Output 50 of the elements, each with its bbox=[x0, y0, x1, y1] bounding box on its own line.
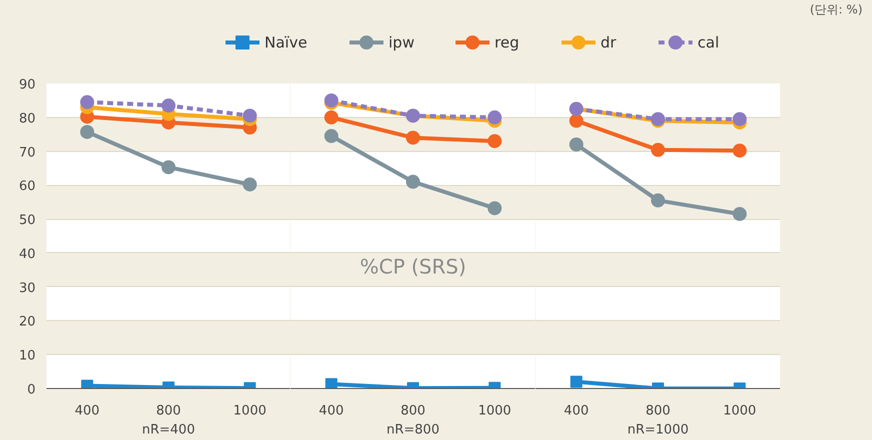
x-tick-label: 400 bbox=[318, 404, 344, 418]
x-tick-label: 800 bbox=[400, 404, 426, 418]
x-axis-title: nR=800 bbox=[386, 422, 440, 438]
point bbox=[162, 160, 176, 174]
y-tick-label: 90 bbox=[18, 78, 36, 92]
y-tick-label: 70 bbox=[18, 145, 36, 160]
legend-label: ipw bbox=[388, 34, 414, 52]
point bbox=[162, 98, 176, 113]
x-axis-title: nR=1000 bbox=[627, 422, 689, 438]
point bbox=[732, 112, 747, 126]
y-tick-label: 80 bbox=[18, 111, 36, 126]
x-tick-label: 400 bbox=[564, 404, 589, 418]
point bbox=[488, 201, 502, 216]
point bbox=[651, 142, 665, 157]
point bbox=[242, 108, 257, 123]
point bbox=[488, 110, 502, 124]
point bbox=[80, 95, 94, 110]
y-tick-label: 0 bbox=[27, 382, 36, 398]
y-tick-label: 60 bbox=[18, 179, 36, 194]
text: (단위: %) bbox=[810, 2, 862, 16]
x-tick-label: 800 bbox=[156, 404, 181, 418]
legend-label: dr bbox=[600, 34, 618, 52]
point bbox=[324, 93, 338, 108]
annotation: %CP (SRS) bbox=[360, 254, 466, 278]
x-tick-label: 1000 bbox=[233, 404, 266, 418]
y-tick-label: 10 bbox=[18, 348, 36, 364]
point bbox=[651, 193, 665, 208]
point bbox=[732, 144, 747, 158]
x-axis-title: nR=400 bbox=[142, 422, 195, 438]
point bbox=[324, 129, 338, 144]
x-tick-label: 1000 bbox=[478, 404, 512, 418]
legend-label: Naïve bbox=[264, 34, 308, 52]
point bbox=[732, 206, 747, 221]
x-tick-label: 400 bbox=[74, 404, 100, 418]
point bbox=[569, 114, 584, 128]
x-tick-label: 1000 bbox=[723, 404, 756, 418]
y-tick-label: 20 bbox=[18, 314, 36, 330]
x-tick-label: 800 bbox=[646, 404, 670, 418]
point bbox=[569, 138, 584, 152]
point bbox=[488, 134, 502, 148]
legend-label: cal bbox=[698, 34, 720, 52]
y-tick-label: 40 bbox=[18, 246, 36, 262]
point bbox=[406, 174, 420, 189]
point bbox=[406, 130, 420, 145]
point bbox=[80, 124, 94, 139]
y-tick-label: 30 bbox=[18, 280, 36, 296]
legend-label: reg bbox=[494, 34, 520, 52]
point bbox=[242, 178, 257, 192]
y-tick-label: 50 bbox=[18, 213, 36, 228]
point bbox=[324, 110, 338, 124]
